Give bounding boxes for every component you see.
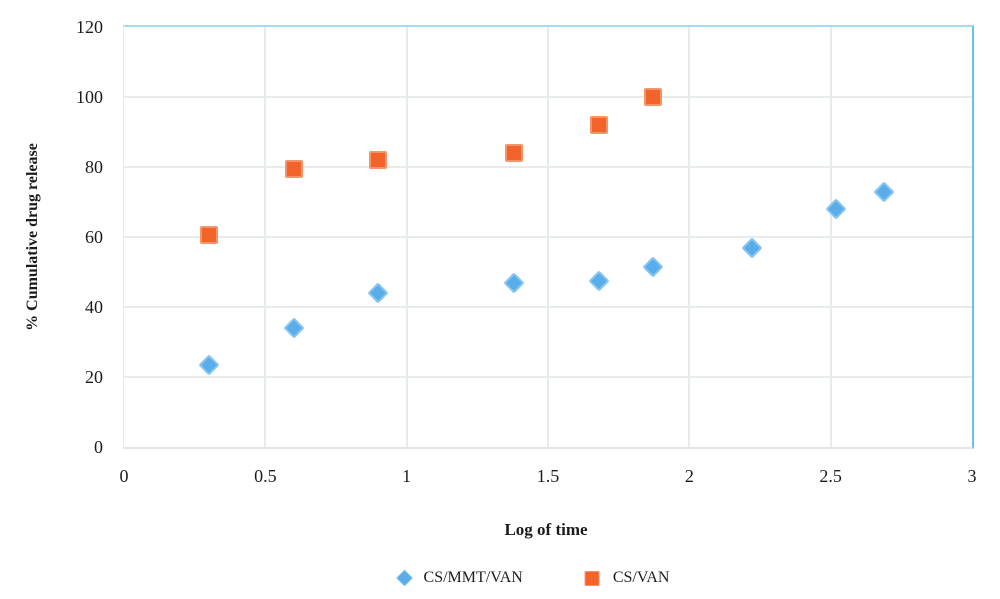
data-point-marker-cs-mmt-van [873, 180, 895, 203]
x-axis-tick-label: 3 [967, 466, 977, 486]
data-point-marker-cs-van [505, 144, 524, 162]
x-axis-tick-label: 2 [684, 466, 694, 486]
vertical-gridline [547, 27, 549, 447]
data-point-marker-cs-van [643, 87, 662, 106]
x-axis-tick-label: 1.5 [536, 466, 560, 486]
y-axis-tick-label: 40 [85, 297, 103, 317]
plot-area [123, 25, 974, 449]
vertical-gridline [405, 27, 408, 447]
data-point-marker-cs-mmt-van [282, 317, 305, 339]
data-point-marker-cs-mmt-van [367, 282, 389, 304]
legend-label-cs-mmt-van: CS/MMT/VAN [423, 569, 523, 586]
data-point-marker-cs-van [369, 151, 388, 169]
data-point-marker-cs-mmt-van [588, 270, 610, 292]
data-point-marker-cs-mmt-van [641, 256, 664, 278]
legend-item-cs-van: CS/VAN [584, 569, 670, 587]
legend-item-cs-mmt-van: CS/MMT/VAN [396, 569, 523, 587]
y-axis-tick-label: 0 [94, 437, 103, 457]
y-axis-tick-label: 60 [85, 227, 103, 247]
vertical-gridline [264, 27, 267, 447]
legend: CS/MMT/VAN CS/VAN [396, 569, 670, 587]
square-swatch-icon [584, 570, 600, 586]
x-axis-tick-label: 2.5 [819, 466, 842, 486]
y-axis-tick-label: 120 [76, 17, 103, 37]
data-point-marker-cs-van [284, 159, 303, 178]
x-axis-tick-label: 1 [402, 466, 412, 486]
y-axis-tick-label: 20 [85, 367, 103, 387]
data-point-marker-cs-mmt-van [503, 271, 525, 294]
vertical-gridline [688, 27, 691, 447]
data-point-marker-cs-van [589, 116, 608, 134]
legend-label-cs-van: CS/VAN [612, 569, 670, 586]
y-axis-tick-label: 80 [85, 157, 103, 177]
data-point-marker-cs-mmt-van [198, 354, 220, 376]
x-axis-tick-label: 0.5 [254, 466, 277, 486]
y-axis-tick-label: 100 [76, 87, 103, 107]
data-point-marker-cs-van [199, 226, 218, 245]
y-axis-title: % Cumulative drug release [24, 143, 41, 331]
x-axis-title: Log of time [504, 520, 588, 539]
vertical-gridline [829, 27, 832, 447]
data-point-marker-cs-mmt-van [740, 236, 763, 259]
diamond-swatch-icon [396, 569, 414, 587]
x-axis-tick-label: 0 [119, 466, 129, 486]
